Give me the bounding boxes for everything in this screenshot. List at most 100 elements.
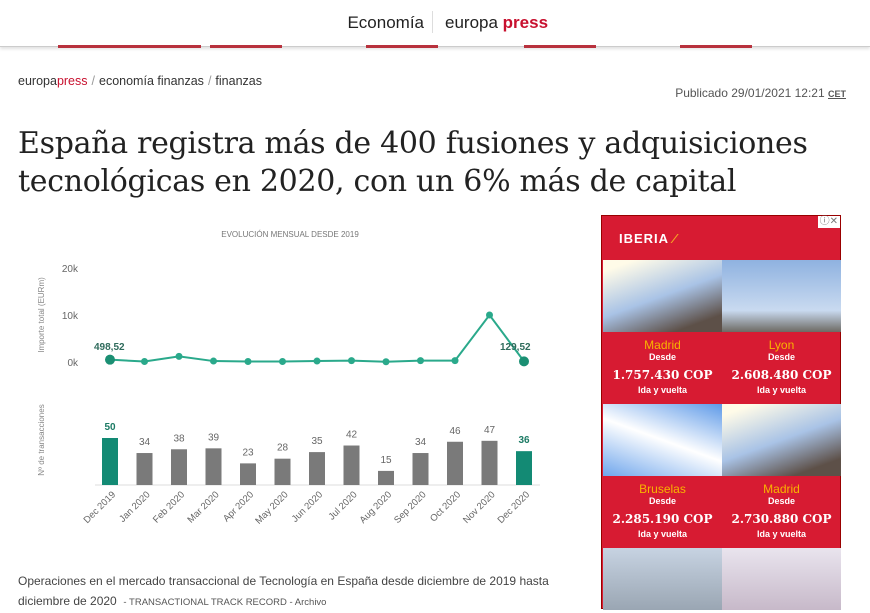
- from-label: Desde: [767, 352, 795, 362]
- bar-label: 36: [518, 435, 530, 446]
- from-label: Desde: [648, 352, 676, 362]
- from-label: Desde: [767, 496, 795, 506]
- timezone: CET: [828, 89, 846, 99]
- nav-segment[interactable]: [680, 45, 752, 48]
- ad-tile[interactable]: Lyon Desde 2.608.480 COP Ida y vuelta: [722, 260, 841, 404]
- chart-title: EVOLUCIÓN MENSUAL DESDE 2019: [221, 230, 359, 239]
- line-point: [141, 358, 148, 366]
- article-title: España registra más de 400 fusiones y ad…: [18, 126, 808, 199]
- bar-label: 34: [415, 437, 427, 448]
- x-tick-label: Jan 2020: [117, 489, 152, 524]
- line-point: [313, 357, 321, 365]
- line-point: [348, 357, 355, 365]
- ad-choices-close-icon[interactable]: ⓘ✕: [817, 216, 840, 228]
- y-tick-label: 20k: [62, 264, 79, 275]
- trip-type: Ida y vuelta: [756, 385, 807, 395]
- ad-tile[interactable]: Bruselas Desde 2.285.190 COP Ida y vuelta: [603, 404, 722, 548]
- price: 2.730.880 COP: [731, 512, 832, 526]
- site-logo[interactable]: europa press: [445, 13, 548, 33]
- ad-tile[interactable]: Madrid Desde 2.730.880 COP Ida y vuelta: [722, 404, 841, 548]
- bar-label: 47: [484, 425, 496, 436]
- ad-tile[interactable]: Madrid Desde 1.757.430 COP Ida y vuelta: [603, 260, 722, 404]
- bar-label: 42: [346, 430, 358, 441]
- x-tick-label: Jun 2020: [290, 489, 325, 524]
- bar-label: 38: [173, 433, 185, 444]
- bar-label: 46: [449, 426, 461, 437]
- line-point: [210, 357, 217, 365]
- bar: [136, 453, 153, 485]
- x-tick-label: Feb 2020: [151, 489, 187, 525]
- line-point: [451, 357, 459, 365]
- line-series: [109, 313, 525, 363]
- line-point: [175, 352, 183, 360]
- iberia-logo: IBERIA ⁄: [619, 231, 677, 246]
- bar-label: 15: [380, 455, 392, 466]
- line-point: [486, 311, 493, 319]
- nav-segment[interactable]: [210, 45, 282, 48]
- breadcrumb-item[interactable]: finanzas: [215, 74, 262, 88]
- bar: [343, 445, 360, 485]
- data-label: 129,52: [500, 342, 531, 353]
- y-axis-label: Importe total (EURm): [37, 277, 46, 353]
- destination-image: [722, 404, 841, 476]
- nav-segment[interactable]: [366, 45, 438, 48]
- destination-image[interactable]: [722, 548, 841, 610]
- bar: [412, 453, 429, 485]
- trip-type: Ida y vuelta: [637, 529, 688, 539]
- line-point: [417, 357, 424, 365]
- logo-accent: press: [502, 13, 549, 32]
- bar-label: 39: [208, 432, 220, 443]
- price: 1.757.430 COP: [612, 368, 713, 382]
- nav-segment[interactable]: [524, 45, 596, 48]
- destination-image: [603, 404, 722, 476]
- line-point: [279, 358, 286, 366]
- bar-label: 28: [277, 443, 289, 454]
- breadcrumb-home[interactable]: europapress: [18, 74, 88, 88]
- city: Lyon: [768, 338, 795, 352]
- destination-image[interactable]: [603, 548, 722, 610]
- y-tick-label: 10k: [62, 311, 79, 322]
- bar: [309, 452, 325, 485]
- divider: [432, 11, 433, 33]
- city: Bruselas: [639, 482, 686, 496]
- image-credit: - TRANSACTIONAL TRACK RECORD - Archivo: [123, 597, 327, 608]
- bar-label: 35: [311, 436, 323, 447]
- trip-type: Ida y vuelta: [756, 529, 807, 539]
- x-tick-label: Apr 2020: [221, 489, 256, 524]
- from-label: Desde: [648, 496, 676, 506]
- x-tick-label: Sep 2020: [392, 489, 429, 526]
- x-tick-label: Jul 2020: [326, 489, 359, 522]
- city: Madrid: [763, 482, 800, 496]
- image-caption: Operaciones en el mercado transaccional …: [18, 574, 549, 608]
- data-label: 498,52: [94, 342, 125, 353]
- x-tick-label: Nov 2020: [461, 489, 498, 526]
- section-title[interactable]: Economía: [347, 13, 424, 32]
- bar: [171, 449, 187, 485]
- x-tick-label: Mar 2020: [185, 489, 221, 525]
- breadcrumb: europapress / economía finanzas / finanzas: [18, 74, 262, 88]
- bar-label: 50: [104, 422, 116, 433]
- x-tick-label: Aug 2020: [358, 489, 395, 526]
- trip-type: Ida y vuelta: [637, 385, 688, 395]
- x-tick-label: Oct 2020: [428, 489, 463, 524]
- x-tick-label: Dec 2020: [496, 489, 533, 526]
- x-tick-label: May 2020: [253, 489, 290, 526]
- breadcrumb-item[interactable]: economía finanzas: [99, 74, 204, 88]
- bar: [274, 458, 291, 485]
- city: Madrid: [644, 338, 681, 352]
- bar-label: 34: [139, 437, 151, 448]
- x-tick-label: Dec 2019: [82, 489, 119, 526]
- iberia-ad[interactable]: ⓘ✕ IBERIA ⁄ Madrid Desde 1.757.430 COP Ida …: [601, 215, 841, 610]
- price: 2.285.190 COP: [612, 512, 713, 526]
- bar: [378, 470, 394, 485]
- bar: [240, 463, 256, 485]
- bar: [205, 448, 222, 485]
- published-date: Publicado 29/01/2021 12:21 CET: [675, 86, 846, 100]
- nav-segment[interactable]: [58, 45, 201, 48]
- bar: [102, 438, 118, 485]
- line-point: [519, 356, 529, 367]
- bar: [447, 441, 463, 485]
- line-point: [382, 358, 390, 366]
- bar: [516, 451, 532, 485]
- y-axis-label: Nº de transacciones: [37, 404, 46, 475]
